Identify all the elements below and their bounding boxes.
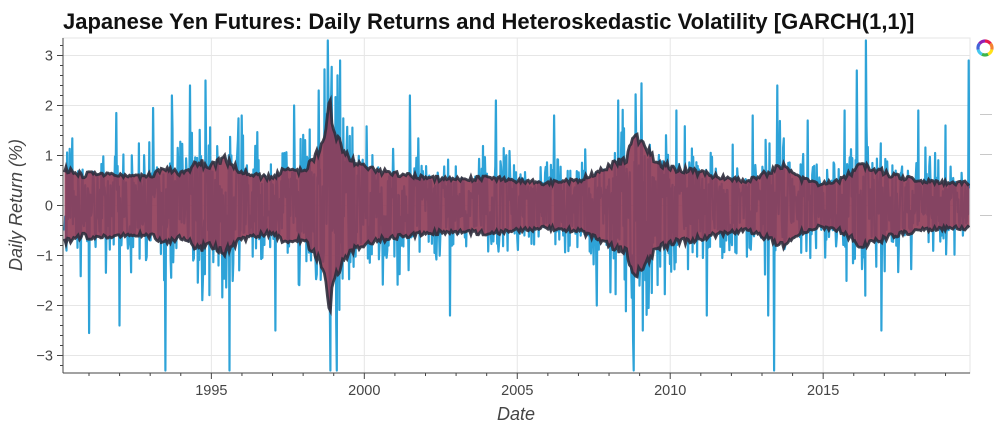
logo-segment [976,49,983,56]
volatility-lower-line [63,222,970,317]
y-tick-label: 1 [45,149,53,165]
bokeh-logo-icon[interactable] [975,38,995,58]
y-tick-label: 3 [45,49,53,65]
y-tick-label: −3 [36,349,53,365]
tool-divider [980,215,992,216]
logo-segment [984,39,992,45]
logo-segment [976,42,981,50]
chart-title: Japanese Yen Futures: Daily Returns and … [63,9,914,34]
y-tick-label: 2 [45,99,53,115]
axes: 1995 2000 2005 2010 2015 3 2 1 0 −1 −2 −3 [36,38,970,399]
logo-segment [989,42,994,50]
plot-area [63,39,970,372]
tool-divider [980,154,992,155]
y-tick-label: −1 [36,249,53,265]
y-axis-label: Daily Return (%) [6,139,26,271]
volatility-band [64,100,970,311]
y-tick-label: 0 [45,199,53,215]
x-tick-label: 2015 [807,383,839,399]
x-tick-label: 2000 [348,383,380,399]
x-tick-label: 2005 [501,383,533,399]
x-tick-label: 1995 [195,383,227,399]
series-group [63,39,970,372]
logo-segment [978,39,986,45]
chart-toolbar [975,38,997,238]
logo-segment [987,49,994,56]
x-tick-label: 2010 [654,383,686,399]
logo-segment [981,52,989,57]
y-tick-label: −2 [36,299,53,315]
volatility-upper-line [63,94,970,189]
x-axis-label: Date [497,404,535,424]
tool-divider [980,114,992,115]
